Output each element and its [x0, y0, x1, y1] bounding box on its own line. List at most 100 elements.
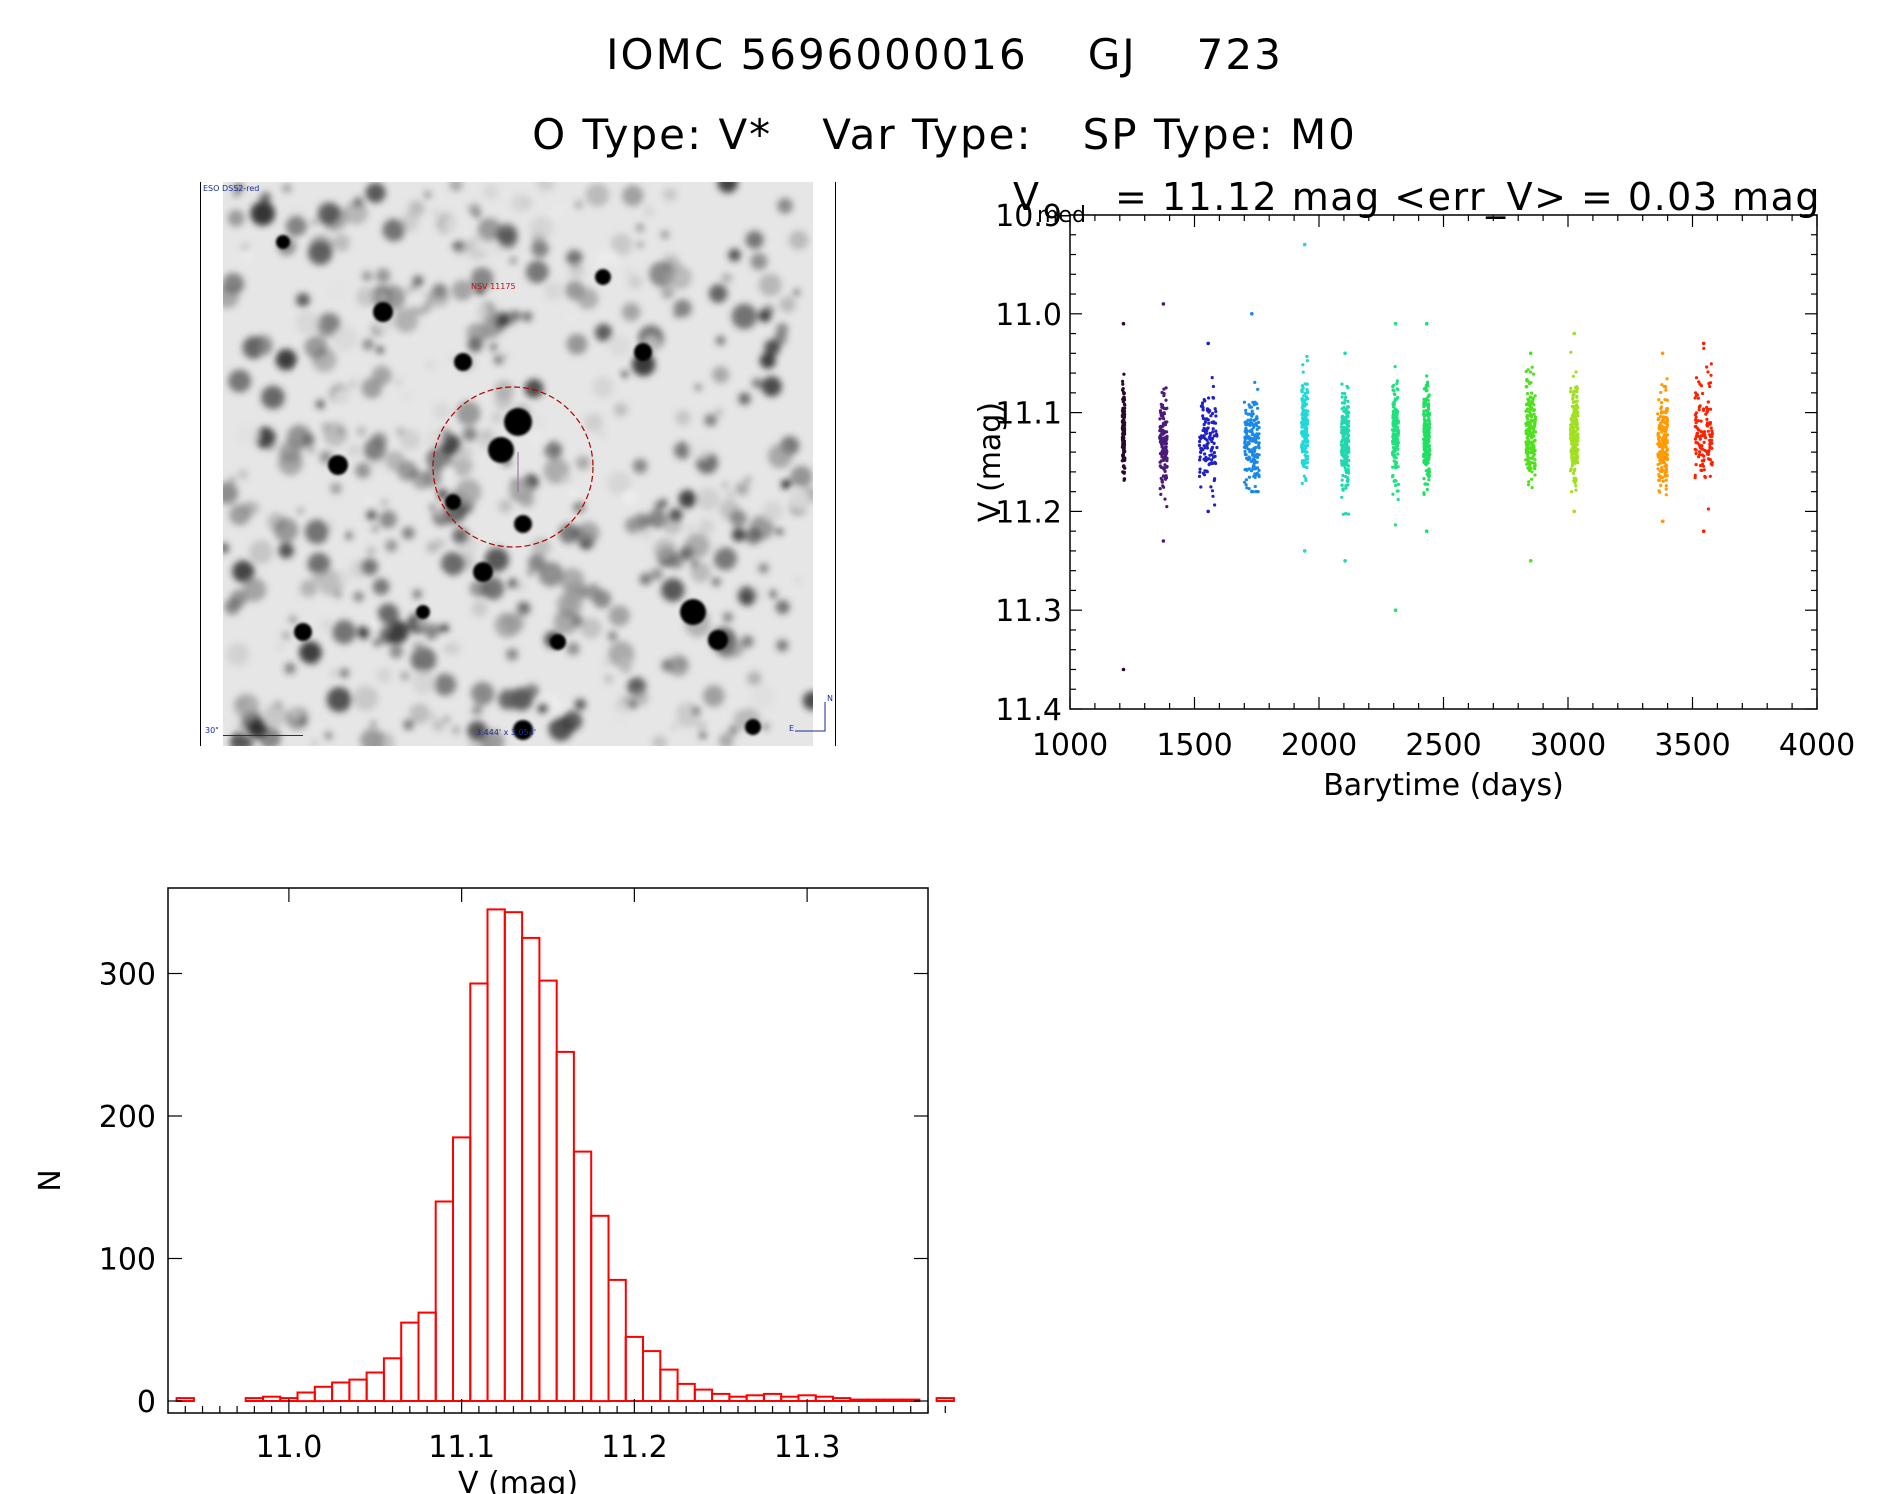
- finder-blob: [678, 490, 697, 508]
- lc-point: [1664, 427, 1668, 431]
- lc-point: [1162, 412, 1166, 416]
- lc-point: [1255, 452, 1259, 456]
- lc-point: [1343, 351, 1347, 356]
- lc-point: [1706, 429, 1710, 433]
- lightcurve-x-label: Barytime (days): [1323, 768, 1564, 803]
- lc-point: [1158, 487, 1162, 491]
- finder-blob: [399, 429, 421, 450]
- lc-point: [1530, 442, 1534, 446]
- finder-blob: [537, 182, 555, 192]
- finder-blob: [467, 337, 483, 353]
- lc-point: [1158, 409, 1163, 413]
- finder-blob: [745, 527, 762, 545]
- finder-blob: [531, 537, 551, 557]
- lc-point: [1660, 466, 1664, 470]
- finder-blob: [403, 719, 415, 731]
- finder-blob: [299, 579, 318, 598]
- lc-point: [1694, 376, 1699, 380]
- lc-point: [1201, 416, 1205, 421]
- lc-point: [1247, 441, 1251, 446]
- finder-blob: [507, 578, 519, 589]
- finder-blob: [381, 499, 388, 507]
- finder-blob: [686, 259, 695, 268]
- finder-blob: [443, 716, 450, 723]
- finder-blob: [242, 249, 255, 261]
- lc-point: [1665, 448, 1669, 452]
- lc-point: [1164, 407, 1168, 411]
- finder-blob: [441, 551, 465, 576]
- finder-blob: [304, 335, 328, 359]
- lc-point: [1121, 453, 1125, 457]
- lc-point: [1694, 411, 1698, 415]
- histogram-bar: [348, 1378, 368, 1402]
- finder-blob: [524, 379, 544, 398]
- finder-blob: [595, 247, 620, 273]
- finder-blob: [334, 590, 342, 599]
- lc-point: [1300, 450, 1304, 454]
- finder-blob: [376, 346, 384, 354]
- finder-blob: [441, 504, 462, 525]
- lc-point: [1708, 381, 1713, 385]
- lc-point: [1701, 341, 1706, 346]
- lc-point: [1528, 446, 1532, 450]
- lc-point: [1572, 479, 1576, 483]
- lc-point: [1244, 467, 1249, 472]
- lc-point: [1392, 392, 1396, 396]
- lc-point: [1526, 401, 1530, 405]
- finder-star: [488, 437, 514, 463]
- finder-blob: [537, 702, 549, 715]
- finder-blob: [750, 253, 768, 270]
- finder-blob: [669, 508, 683, 522]
- finder-blob: [307, 552, 331, 576]
- lc-point: [1425, 374, 1429, 378]
- lc-point: [1250, 439, 1254, 443]
- lc-point: [1529, 461, 1533, 465]
- lc-point: [1424, 386, 1428, 390]
- lc-x-tick-label: 2500: [1405, 728, 1481, 763]
- lc-point: [1340, 401, 1344, 405]
- finder-blob: [612, 709, 629, 726]
- lc-point: [1213, 407, 1217, 411]
- lc-point: [1422, 409, 1426, 413]
- finder-blob: [232, 714, 242, 724]
- finder-blob: [675, 410, 691, 426]
- lc-point: [1665, 377, 1669, 381]
- lc-point: [1659, 483, 1663, 487]
- finder-blob: [372, 578, 390, 596]
- finder-blob: [371, 525, 379, 532]
- lc-point: [1243, 435, 1247, 439]
- size-label: 3.444' x 3.054': [476, 728, 537, 737]
- finder-blob: [458, 445, 473, 460]
- finder-blob: [608, 605, 630, 627]
- lc-point: [1346, 386, 1350, 390]
- finder-blob: [527, 413, 546, 431]
- finder-blob: [574, 698, 586, 711]
- hist-x-tick-label: 11.2: [601, 1430, 668, 1465]
- lc-point: [1121, 440, 1125, 444]
- finder-blob: [775, 600, 790, 615]
- lc-point: [1305, 426, 1309, 430]
- lc-point: [1160, 424, 1164, 429]
- finder-blob: [708, 284, 728, 303]
- finder-blob: [361, 270, 373, 282]
- lc-point: [1426, 440, 1430, 444]
- lc-point: [1340, 483, 1344, 487]
- lc-point: [1392, 429, 1396, 433]
- finder-blob: [437, 635, 446, 644]
- finder-blob: [278, 542, 294, 559]
- lc-point: [1301, 440, 1305, 444]
- finder-blob: [452, 527, 469, 545]
- finder-blob: [737, 586, 757, 606]
- histogram-bar: [849, 1398, 869, 1402]
- lc-point: [1530, 401, 1534, 405]
- lc-point: [1569, 423, 1573, 427]
- lc-point: [1208, 432, 1213, 436]
- lc-point: [1525, 462, 1529, 466]
- histogram-bar: [382, 1357, 403, 1403]
- lc-point: [1705, 365, 1709, 369]
- lightcurve-axes-frame: [1069, 214, 1818, 710]
- lc-point: [1657, 426, 1661, 430]
- lc-point: [1203, 446, 1207, 450]
- lc-point: [1251, 467, 1255, 471]
- finder-blob: [257, 603, 267, 613]
